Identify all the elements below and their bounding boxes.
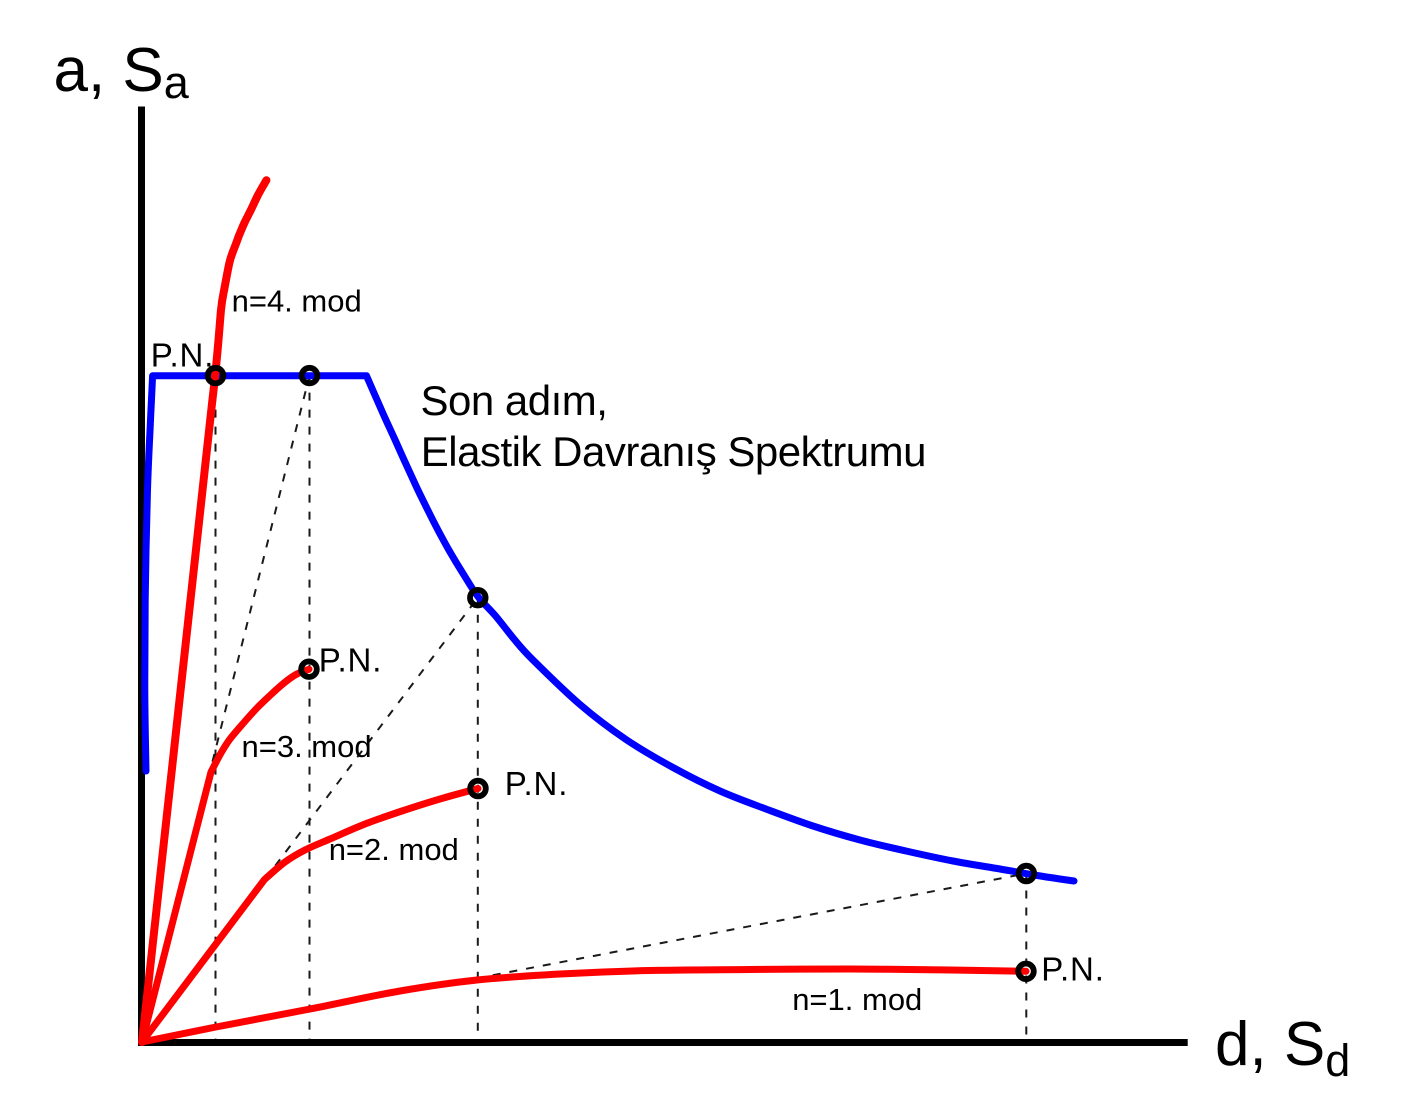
svg-text:P.N.: P.N.: [505, 765, 569, 802]
svg-text:P.N.: P.N.: [1041, 951, 1105, 988]
svg-text:d, Sd: d, Sd: [1215, 1010, 1350, 1086]
svg-text:P.N.: P.N.: [319, 642, 383, 679]
svg-text:a, Sa: a, Sa: [54, 36, 190, 108]
svg-text:Elastik Davranış Spektrumu: Elastik Davranış Spektrumu: [421, 428, 926, 475]
svg-text:P.N.: P.N.: [151, 337, 215, 374]
svg-text:n=2. mod: n=2. mod: [329, 832, 459, 867]
svg-text:n=4. mod: n=4. mod: [232, 284, 362, 319]
svg-text:n=1. mod: n=1. mod: [792, 982, 922, 1017]
svg-text:n=3. mod: n=3. mod: [242, 729, 372, 764]
svg-text:Son adım,: Son adım,: [421, 377, 608, 424]
